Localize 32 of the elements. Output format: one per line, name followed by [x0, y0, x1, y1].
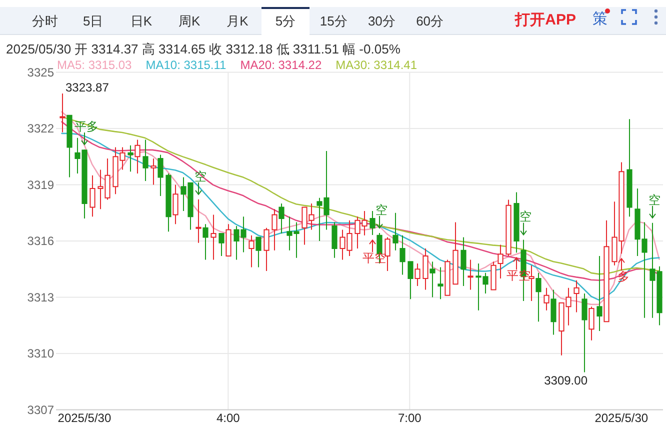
tab-label: 日K: [130, 14, 152, 28]
x-tick-label: 7:00: [398, 411, 422, 424]
y-tick-label: 3313: [27, 290, 54, 304]
app-link-label: 打开APP: [515, 12, 576, 28]
x-tick-label: 2025/5/30: [594, 411, 648, 424]
x-tick-label: 4:00: [216, 411, 240, 424]
y-tick-label: 3325: [27, 65, 54, 80]
legend-label: MA10: 3315.11: [146, 58, 226, 72]
tab-label: 15分: [320, 14, 348, 28]
tab-label: 分时: [32, 14, 58, 28]
subtitle: 2025/05/30 开 3314.37 高 3314.65 收 3312.18 低 3311.51 幅 -0.05%: [6, 42, 400, 56]
tab-label: 60分: [416, 14, 444, 28]
extreme-label: 3323.87: [66, 80, 109, 94]
x-tick-label: 2025/5/30: [58, 411, 112, 424]
y-tick-label: 3322: [27, 122, 54, 136]
signal-label: 空: [648, 192, 660, 207]
y-tick-label: 3319: [27, 178, 54, 192]
signal-label: 空: [520, 210, 532, 224]
tab-label: 周K: [178, 14, 200, 28]
legend-label: MA20: 3314.22: [240, 58, 322, 72]
y-tick-label: 3310: [27, 346, 54, 361]
signal-label: 空: [376, 203, 388, 217]
y-tick-label: 3307: [27, 402, 54, 417]
tab-label: 5分: [275, 14, 296, 28]
legend-label: MA30: 3314.41: [336, 58, 418, 72]
extreme-label: 3309.00: [544, 373, 588, 388]
y-tick-label: 3316: [27, 234, 54, 248]
tab-label: 30分: [368, 14, 396, 28]
tab-label: 月K: [226, 14, 248, 28]
strategy-label: 策: [592, 10, 608, 28]
legend-label: MA5: 3315.03: [57, 58, 132, 72]
tab-label: 5日: [82, 14, 104, 28]
